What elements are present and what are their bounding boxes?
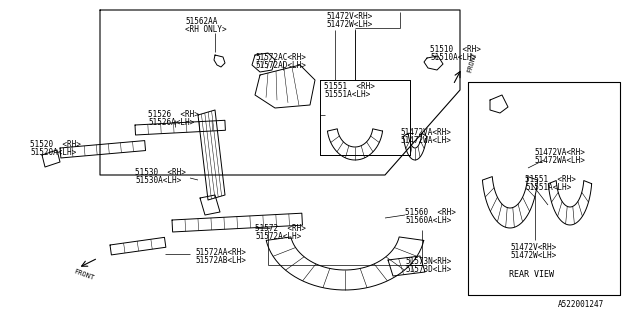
Text: 51551A<LH>: 51551A<LH>: [324, 90, 371, 99]
Text: 51551  <RH>: 51551 <RH>: [525, 175, 576, 184]
Text: 51520  <RH>: 51520 <RH>: [30, 140, 81, 149]
Text: FRONT: FRONT: [73, 268, 95, 281]
Text: 51510A<LH>: 51510A<LH>: [430, 53, 476, 62]
Text: 51573N<RH>: 51573N<RH>: [405, 257, 451, 266]
Text: 51530  <RH>: 51530 <RH>: [135, 168, 186, 177]
Text: 51562AA: 51562AA: [185, 17, 218, 26]
Text: <RH ONLY>: <RH ONLY>: [185, 25, 227, 34]
Text: 51551  <RH>: 51551 <RH>: [324, 82, 375, 91]
Text: 51510  <RH>: 51510 <RH>: [430, 45, 481, 54]
Text: 51551A<LH>: 51551A<LH>: [525, 183, 572, 192]
Text: 51526  <RH>: 51526 <RH>: [148, 110, 199, 119]
Text: 51560A<LH>: 51560A<LH>: [405, 216, 451, 225]
Text: 51526A<LH>: 51526A<LH>: [148, 118, 195, 127]
Text: 51560  <RH>: 51560 <RH>: [405, 208, 456, 217]
Text: 51572AC<RH>: 51572AC<RH>: [255, 53, 306, 62]
Text: 51472WA<LH>: 51472WA<LH>: [400, 136, 451, 145]
Text: 51572AA<RH>: 51572AA<RH>: [195, 248, 246, 257]
Text: 51472WA<LH>: 51472WA<LH>: [534, 156, 585, 165]
Text: 51530A<LH>: 51530A<LH>: [135, 176, 181, 185]
Text: 51572A<LH>: 51572A<LH>: [255, 232, 301, 241]
Text: 51472VA<RH>: 51472VA<RH>: [400, 128, 451, 137]
Text: 51572AD<LH>: 51572AD<LH>: [255, 61, 306, 70]
Text: FRONT: FRONT: [467, 51, 477, 73]
Text: A522001247: A522001247: [558, 300, 604, 309]
Text: 51573D<LH>: 51573D<LH>: [405, 265, 451, 274]
Text: 51572AB<LH>: 51572AB<LH>: [195, 256, 246, 265]
Text: 51472W<LH>: 51472W<LH>: [326, 20, 372, 29]
Text: 51472V<RH>: 51472V<RH>: [326, 12, 372, 21]
Text: 51520A<LH>: 51520A<LH>: [30, 148, 76, 157]
Text: 51472VA<RH>: 51472VA<RH>: [534, 148, 585, 157]
Text: 51572  <RH>: 51572 <RH>: [255, 224, 306, 233]
Text: 51472V<RH>: 51472V<RH>: [510, 243, 556, 252]
Text: 51472W<LH>: 51472W<LH>: [510, 251, 556, 260]
Text: REAR VIEW: REAR VIEW: [509, 270, 554, 279]
